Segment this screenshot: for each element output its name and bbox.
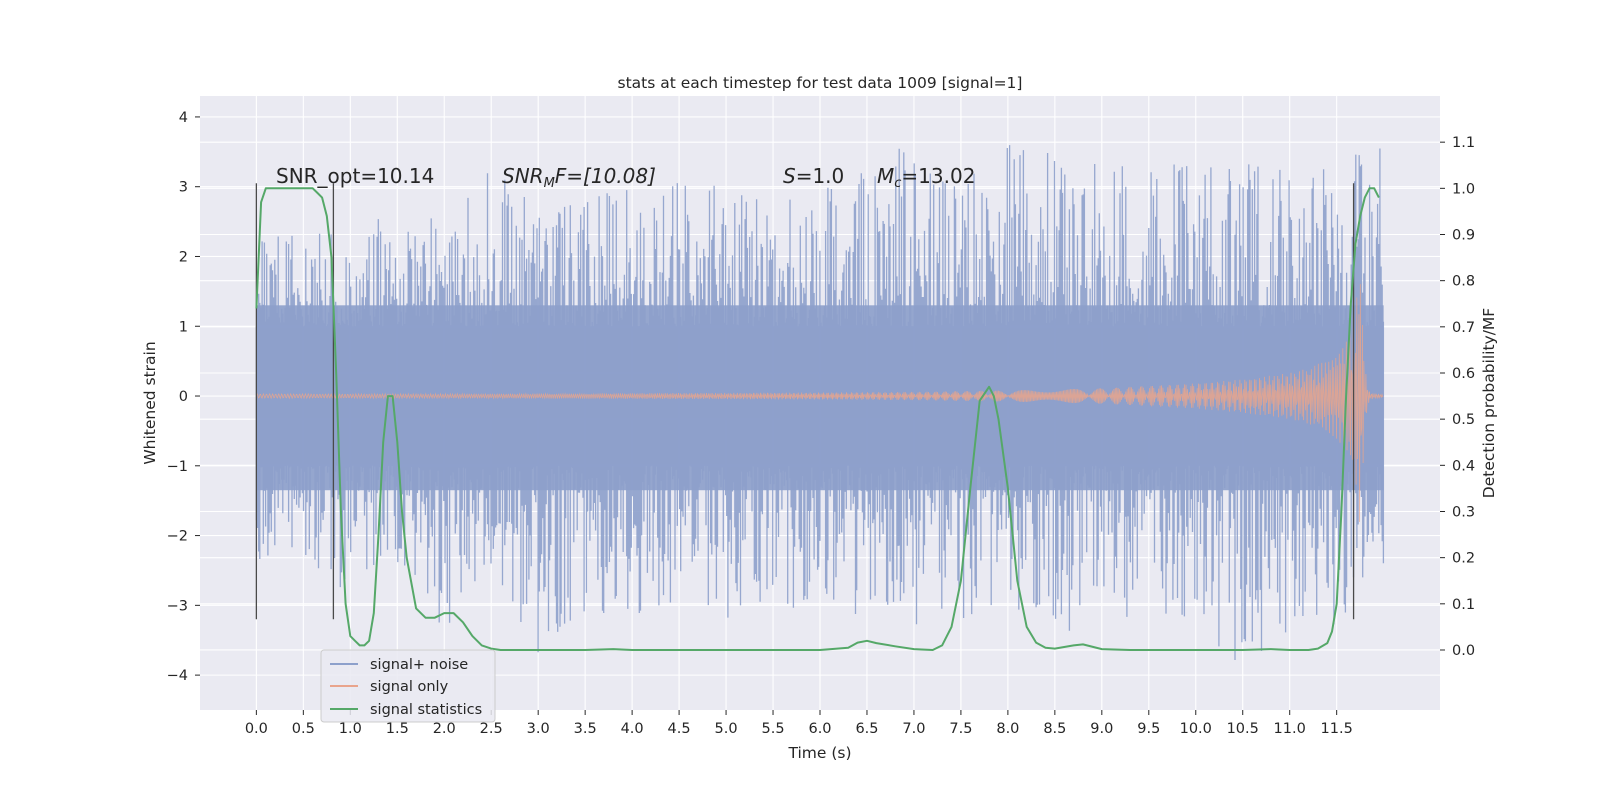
x-tick-label: 6.5	[855, 721, 878, 737]
legend-label-signal-plus-noise: signal+ noise	[370, 657, 468, 673]
x-tick-label: 9.0	[1090, 721, 1113, 737]
x-tick-label: 4.5	[668, 721, 691, 737]
x-tick-label: 5.5	[761, 721, 784, 737]
x-tick-label: 6.0	[808, 721, 831, 737]
annotation-mc-base: M	[877, 164, 894, 188]
x-tick-label: 2.5	[480, 721, 503, 737]
legend-box	[320, 649, 496, 723]
x-tick-label: 10.5	[1227, 721, 1259, 737]
y-tick-label: −4	[167, 668, 188, 684]
y2-tick-label: 0.4	[1452, 458, 1475, 474]
y2-tick-label: 0.9	[1452, 227, 1475, 243]
series-signal-statistics	[255, 187, 1380, 651]
legend-label-signal-statistics: signal statistics	[370, 702, 482, 718]
chart-title: stats at each timestep for test data 100…	[618, 74, 1023, 92]
annotation-mc-sub: c	[894, 176, 901, 191]
annotation-snr-opt: SNR_opt=10.14	[276, 164, 434, 188]
annotation-snr-mf-rest: F=[10.08]	[555, 164, 656, 188]
y-tick-label: −3	[167, 598, 188, 614]
series-line-signal-statistics	[255, 187, 1380, 651]
x-tick-label: 1.5	[386, 721, 409, 737]
x-tick-label: 11.5	[1321, 721, 1353, 737]
legend-label-signal-only: signal only	[370, 679, 449, 695]
x-tick-label: 10.0	[1180, 721, 1212, 737]
y-tick-label: −2	[167, 529, 188, 545]
annotation-s-value: =1.0	[796, 164, 845, 188]
series-signal-only	[256, 284, 1384, 522]
x-tick-label: 7.5	[949, 721, 972, 737]
x-tick-label: 0.0	[245, 721, 268, 737]
annotation-snr-mf-base: SNR	[502, 164, 544, 188]
y2-tick-label: 0.1	[1452, 597, 1475, 613]
x-tick-label: 2.0	[433, 721, 456, 737]
y-tick-label: −1	[167, 459, 188, 475]
annotation-mc-value: =13.02	[901, 164, 975, 188]
x-tick-label: 7.0	[902, 721, 925, 737]
y-tick-label: 1	[179, 319, 188, 335]
y2-tick-label: 0.5	[1452, 412, 1475, 428]
x-axis-label: Time (s)	[787, 744, 851, 762]
y2-tick-label: 1.0	[1452, 181, 1475, 197]
annotation-s-label: S	[783, 164, 796, 188]
y2-tick-label: 0.3	[1452, 504, 1475, 520]
x-tick-label: 0.5	[292, 721, 315, 737]
series-line-signal-only	[256, 284, 1384, 522]
y-axis-label: Whitened strain	[141, 341, 159, 464]
x-tick-label: 4.0	[621, 721, 644, 737]
y-tick-label: 2	[179, 249, 188, 265]
y-tick-label: 4	[179, 110, 188, 126]
y2-tick-label: 0.0	[1452, 643, 1475, 659]
x-tick-label: 8.5	[1043, 721, 1066, 737]
annotation-snr-mf-sub: M	[544, 176, 555, 191]
annotation-mc: Mc=13.02	[877, 164, 975, 191]
x-tick-label: 11.0	[1274, 721, 1306, 737]
y2-tick-label: 0.2	[1452, 551, 1475, 567]
annotation-snr-mf: SNRMF=[10.08]	[502, 164, 656, 191]
y2-tick-label: 1.1	[1452, 135, 1475, 151]
y2-axis-label: Detection probability/MF	[1480, 308, 1498, 499]
x-tick-label: 3.0	[527, 721, 550, 737]
annotation-s: S=1.0	[783, 164, 844, 188]
y-tick-label: 0	[179, 389, 188, 405]
x-tick-label: 3.5	[574, 721, 597, 737]
tick-labels: 0.0 0.5 1.0 1.5 2.0 2.5 3.0 3.5 4.0 4.5 5.0 5.5 6.0 6…	[167, 110, 1475, 737]
x-tick-label: 5.0	[715, 721, 738, 737]
x-tick-label: 1.0	[339, 721, 362, 737]
y-tick-label: 3	[179, 180, 188, 196]
x-tick-label: 9.5	[1137, 721, 1160, 737]
y2-tick-label: 0.6	[1452, 366, 1475, 382]
legend: signal+ noise signal only signal statist…	[320, 649, 496, 723]
x-tick-label: 8.0	[996, 721, 1019, 737]
y2-tick-label: 0.7	[1452, 320, 1475, 336]
y2-tick-label: 0.8	[1452, 274, 1475, 290]
